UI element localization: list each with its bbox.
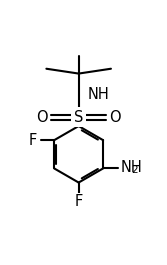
Text: O: O	[109, 110, 121, 125]
Text: O: O	[37, 110, 48, 125]
Text: NH: NH	[88, 87, 109, 101]
Text: F: F	[29, 133, 37, 148]
Text: F: F	[74, 195, 83, 209]
Text: 2: 2	[131, 165, 138, 175]
Text: NH: NH	[121, 160, 143, 175]
Text: S: S	[74, 110, 83, 125]
